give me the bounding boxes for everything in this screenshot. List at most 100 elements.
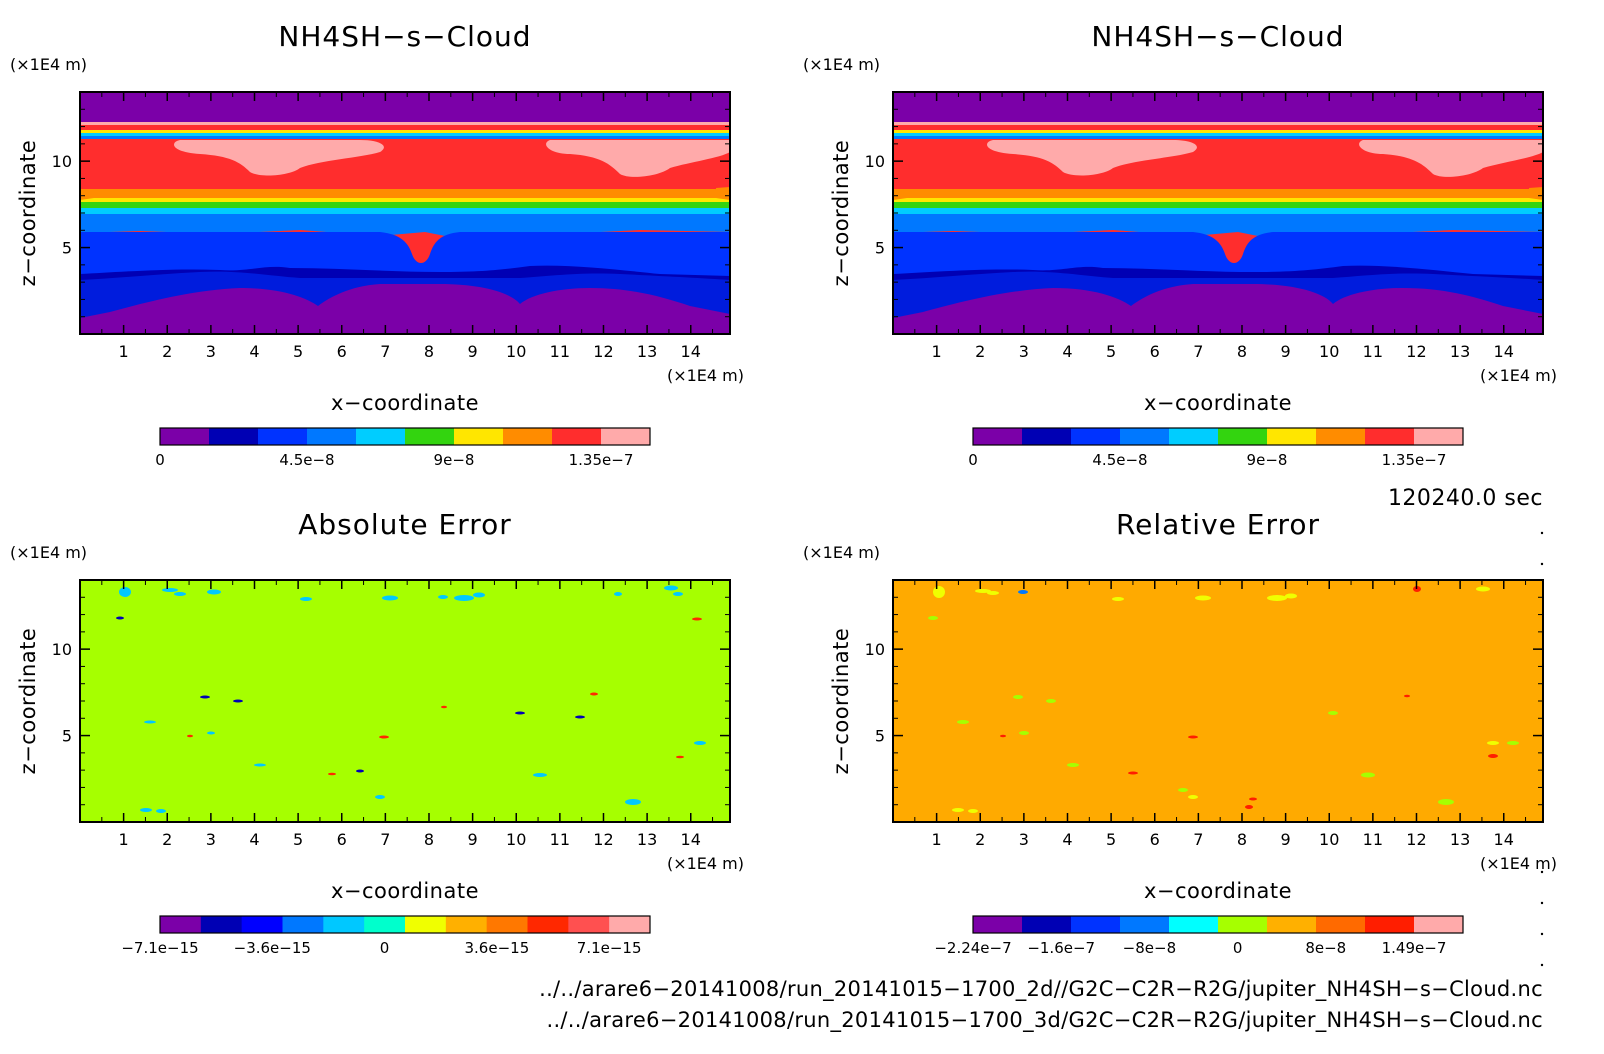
colorbar-segment xyxy=(1169,428,1219,445)
x-tick-label: 10 xyxy=(1319,342,1339,361)
colorbar-segment xyxy=(1071,428,1121,445)
field-plot xyxy=(80,92,730,334)
x-tick-label: 11 xyxy=(1363,830,1383,849)
colorbar-segment xyxy=(1414,916,1464,933)
colorbar-segment xyxy=(609,916,651,933)
colorbar-segment xyxy=(1267,916,1317,933)
x-tick-label: 5 xyxy=(1106,342,1116,361)
colorbar-tick-label: 1.35e−7 xyxy=(1382,451,1447,469)
colorbar-tick-label: 4.5e−8 xyxy=(279,451,334,469)
y-tick-label: 10 xyxy=(52,152,72,171)
x-tick-label: 4 xyxy=(1062,830,1072,849)
y-tick-label: 10 xyxy=(865,640,885,659)
colorbar-segment xyxy=(1316,428,1366,445)
y-axis-label: z−coordinate xyxy=(829,140,853,287)
colorbar-segment xyxy=(601,428,651,445)
x-tick-label: 10 xyxy=(506,830,526,849)
colorbar-segment xyxy=(356,428,406,445)
colorbar: 0 4.5e−8 9e−8 1.35e−7 xyxy=(968,427,1464,469)
x-tick-label: 13 xyxy=(637,342,657,361)
field-plot xyxy=(80,580,730,822)
chart-title: Absolute Error xyxy=(298,508,512,541)
colorbar-tick-label: −7.1e−15 xyxy=(121,939,198,957)
x-tick-label: 9 xyxy=(468,342,478,361)
colorbar-segment xyxy=(200,916,243,933)
colorbar-segment xyxy=(1071,916,1121,933)
colorbar-segment xyxy=(1218,916,1268,933)
colorbar-segment xyxy=(405,916,447,933)
x-tick-label: 5 xyxy=(293,342,303,361)
colorbar-tick-label: 0 xyxy=(968,451,978,469)
colorbar-segment xyxy=(160,916,202,933)
colorbar-segment xyxy=(1169,916,1219,933)
y-unit-label: (×1E4 m) xyxy=(803,543,880,562)
colorbar-segment xyxy=(1365,916,1415,933)
colorbar-segment xyxy=(1022,428,1072,445)
x-tick-label: 11 xyxy=(550,830,570,849)
x-tick-label: 3 xyxy=(206,830,216,849)
colorbar-segment xyxy=(1365,428,1415,445)
x-tick-label: 5 xyxy=(1106,830,1116,849)
colorbar-segment xyxy=(1414,428,1464,445)
y-tick-label: 5 xyxy=(62,727,72,746)
x-tick-label: 8 xyxy=(424,830,434,849)
y-unit-label: (×1E4 m) xyxy=(10,55,87,74)
x-tick-label: 13 xyxy=(1450,342,1470,361)
x-tick-label: 8 xyxy=(1237,830,1247,849)
y-tick-label: 5 xyxy=(875,239,885,258)
chart-title: NH4SH−s−Cloud xyxy=(1091,20,1344,53)
x-tick-label: 7 xyxy=(1193,342,1203,361)
colorbar-tick-label: 0 xyxy=(1233,939,1243,957)
x-tick-label: 8 xyxy=(1237,342,1247,361)
chart-title: NH4SH−s−Cloud xyxy=(278,20,531,53)
x-axis-label: x−coordinate xyxy=(331,391,479,415)
colorbar-tick-label: 4.5e−8 xyxy=(1092,451,1147,469)
panel-top-right: NH4SH−s−Cloud (×1E4 m) 1 2 3 4 5 6 7 8 9 10 11 12 13… xyxy=(803,20,1557,469)
x-tick-label: 9 xyxy=(468,830,478,849)
x-tick-label: 7 xyxy=(380,830,390,849)
x-axis-label: x−coordinate xyxy=(1144,879,1292,903)
colorbar-tick-label: 1.35e−7 xyxy=(569,451,634,469)
x-tick-label: 1 xyxy=(119,830,129,849)
colorbar-segment xyxy=(973,916,1023,933)
x-tick-label: 4 xyxy=(1062,342,1072,361)
x-tick-label: 6 xyxy=(1150,342,1160,361)
x-axis-label: x−coordinate xyxy=(1144,391,1292,415)
x-tick-label: 11 xyxy=(1363,342,1383,361)
colorbar-segment xyxy=(1267,428,1317,445)
y-tick-label: 5 xyxy=(875,727,885,746)
x-unit-label: (×1E4 m) xyxy=(1480,366,1557,385)
y-axis-label: z−coordinate xyxy=(829,628,853,775)
colorbar: −7.1e−15 −3.6e−15 0 3.6e−15 7.1e−15 xyxy=(121,915,651,957)
colorbar-segment xyxy=(445,916,488,933)
y-unit-label: (×1E4 m) xyxy=(10,543,87,562)
stray-dots xyxy=(1540,531,1544,967)
x-tick-label: 2 xyxy=(975,342,985,361)
colorbar-segment xyxy=(486,916,528,933)
x-tick-label: 10 xyxy=(506,342,526,361)
colorbar-tick-label: 9e−8 xyxy=(1247,451,1288,469)
colorbar-segment xyxy=(568,916,610,933)
x-tick-label: 1 xyxy=(932,342,942,361)
y-tick-label: 5 xyxy=(62,239,72,258)
x-tick-label: 11 xyxy=(550,342,570,361)
colorbar-segment xyxy=(258,428,308,445)
field-plot xyxy=(893,580,1543,822)
x-tick-label: 1 xyxy=(932,830,942,849)
x-tick-label: 3 xyxy=(1019,342,1029,361)
colorbar-tick-label: −3.6e−15 xyxy=(234,939,311,957)
x-unit-label: (×1E4 m) xyxy=(667,854,744,873)
colorbar-segment xyxy=(973,428,1023,445)
colorbar-segment xyxy=(307,428,357,445)
x-tick-label: 14 xyxy=(1494,830,1514,849)
x-tick-label: 2 xyxy=(975,830,985,849)
y-unit-label: (×1E4 m) xyxy=(803,55,880,74)
colorbar-segment xyxy=(241,916,283,933)
colorbar-tick-label: 0 xyxy=(380,939,390,957)
x-tick-label: 9 xyxy=(1281,342,1291,361)
x-tick-label: 6 xyxy=(337,342,347,361)
x-tick-label: 3 xyxy=(1019,830,1029,849)
